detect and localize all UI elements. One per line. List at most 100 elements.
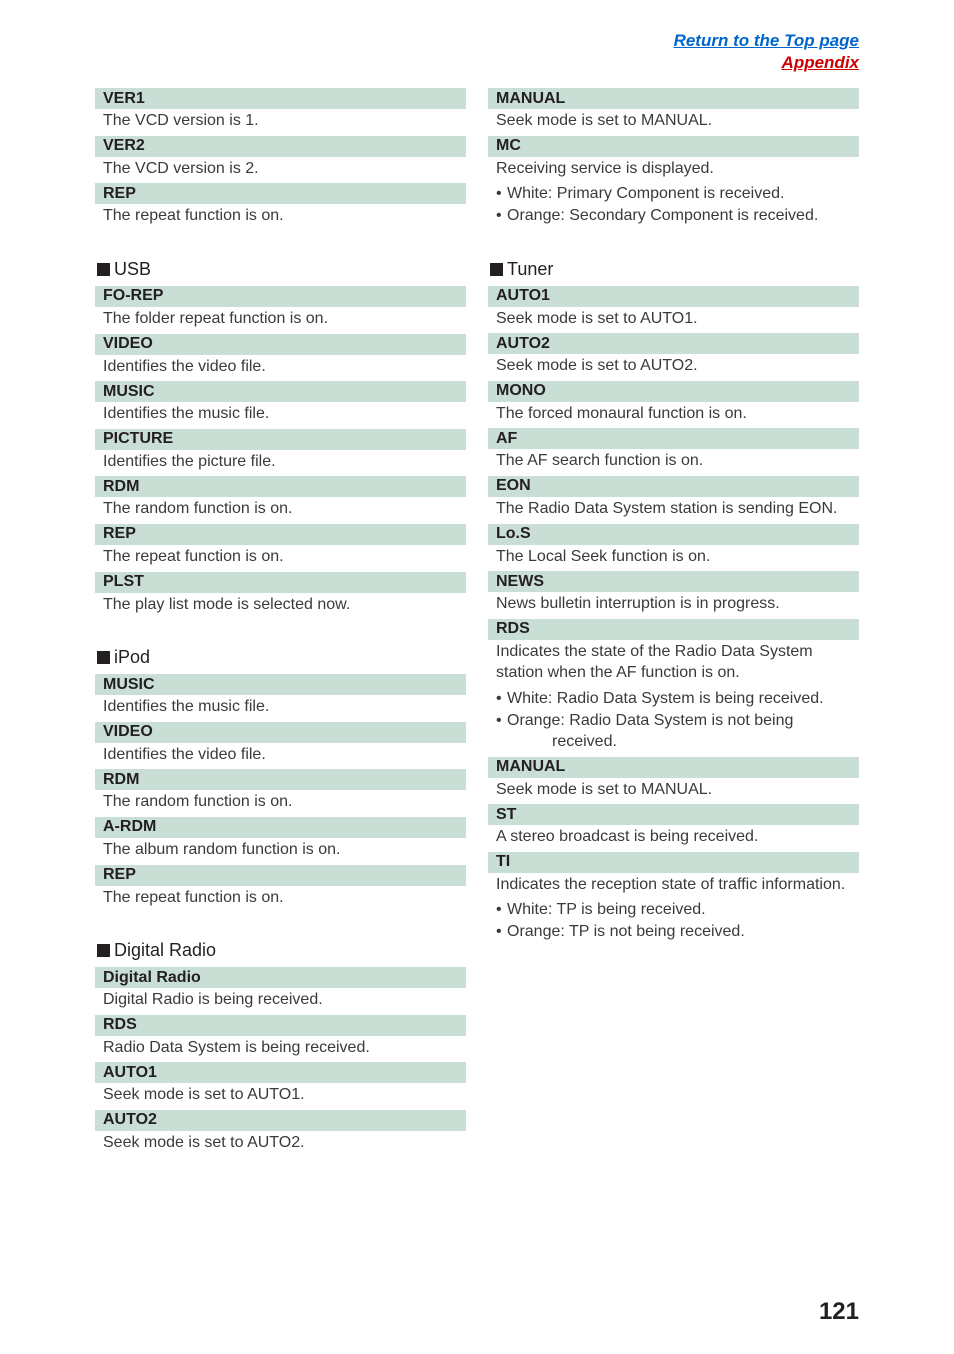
- mc-bullet-orange: Orange: Secondary Component is received.: [496, 205, 851, 227]
- right-column: MANUAL Seek mode is set to MANUAL. MC Re…: [488, 88, 859, 1157]
- term-auto1-t: AUTO1: [488, 286, 859, 307]
- desc-auto1-t: Seek mode is set to AUTO1.: [488, 307, 859, 334]
- desc-manual-t: Seek mode is set to MANUAL.: [488, 778, 859, 805]
- desc-ti: Indicates the reception state of traffic…: [488, 873, 859, 900]
- mc-bullets: White: Primary Component is received. Or…: [488, 183, 859, 230]
- desc-music-ipod: Identifies the music file.: [95, 695, 466, 722]
- desc-ver2: The VCD version is 2.: [95, 157, 466, 184]
- section-tuner: Tuner: [488, 259, 859, 280]
- mc-bullet-white: White: Primary Component is received.: [496, 183, 851, 205]
- desc-rds-dr: Radio Data System is being received.: [95, 1036, 466, 1063]
- content-columns: VER1 The VCD version is 1. VER2 The VCD …: [95, 88, 859, 1157]
- term-ti: TI: [488, 852, 859, 873]
- term-mc: MC: [488, 136, 859, 157]
- term-plst: PLST: [95, 572, 466, 593]
- square-icon: [97, 944, 110, 957]
- term-auto2-dr: AUTO2: [95, 1110, 466, 1131]
- desc-eon: The Radio Data System station is sending…: [488, 497, 859, 524]
- term-video-ipod: VIDEO: [95, 722, 466, 743]
- term-auto1-dr: AUTO1: [95, 1062, 466, 1083]
- term-forep: FO-REP: [95, 286, 466, 307]
- page-number: 121: [819, 1298, 859, 1326]
- desc-rep-usb: The repeat function is on.: [95, 545, 466, 572]
- term-mono: MONO: [488, 381, 859, 402]
- rds-bullet-orange: Orange: Radio Data System is not being: [496, 710, 851, 732]
- desc-ardm: The album random function is on.: [95, 838, 466, 865]
- square-icon: [97, 651, 110, 664]
- term-manual-dr: MANUAL: [488, 88, 859, 109]
- term-auto2-t: AUTO2: [488, 333, 859, 354]
- rds-bullets: White: Radio Data System is being receiv…: [488, 688, 859, 757]
- ti-bullets: White: TP is being received. Orange: TP …: [488, 899, 859, 946]
- term-rep-vcd: REP: [95, 183, 466, 204]
- term-manual-t: MANUAL: [488, 757, 859, 778]
- desc-mc: Receiving service is displayed.: [488, 157, 859, 184]
- section-usb: USB: [95, 259, 466, 280]
- term-ver1: VER1: [95, 88, 466, 109]
- appendix-link[interactable]: Appendix: [782, 53, 859, 72]
- desc-forep: The folder repeat function is on.: [95, 307, 466, 334]
- desc-rep-vcd: The repeat function is on.: [95, 204, 466, 231]
- term-eon: EON: [488, 476, 859, 497]
- ipod-block: MUSIC Identifies the music file. VIDEO I…: [95, 674, 466, 912]
- desc-auto2-t: Seek mode is set to AUTO2.: [488, 354, 859, 381]
- term-ver2: VER2: [95, 136, 466, 157]
- desc-auto2-dr: Seek mode is set to AUTO2.: [95, 1131, 466, 1158]
- section-usb-title: USB: [114, 259, 151, 279]
- term-music-usb: MUSIC: [95, 381, 466, 402]
- rds-bullet-indent: received.: [496, 731, 851, 753]
- digital-radio-block: Digital Radio Digital Radio is being rec…: [95, 967, 466, 1157]
- desc-ver1: The VCD version is 1.: [95, 109, 466, 136]
- header-links: Return to the Top page Appendix: [95, 30, 859, 74]
- desc-plst: The play list mode is selected now.: [95, 593, 466, 620]
- page: Return to the Top page Appendix VER1 The…: [0, 0, 954, 1157]
- desc-auto1-dr: Seek mode is set to AUTO1.: [95, 1083, 466, 1110]
- vcd-block: VER1 The VCD version is 1. VER2 The VCD …: [95, 88, 466, 231]
- section-ipod-title: iPod: [114, 647, 150, 667]
- term-dr: Digital Radio: [95, 967, 466, 988]
- term-picture: PICTURE: [95, 429, 466, 450]
- desc-dr: Digital Radio is being received.: [95, 988, 466, 1015]
- desc-rds-t: Indicates the state of the Radio Data Sy…: [488, 640, 859, 688]
- rds-bullet-white: White: Radio Data System is being receiv…: [496, 688, 851, 710]
- section-tuner-title: Tuner: [507, 259, 553, 279]
- term-rdm-ipod: RDM: [95, 769, 466, 790]
- desc-video-ipod: Identifies the video file.: [95, 743, 466, 770]
- return-top-link[interactable]: Return to the Top page: [674, 31, 859, 50]
- square-icon: [97, 263, 110, 276]
- desc-picture: Identifies the picture file.: [95, 450, 466, 477]
- term-rds-t: RDS: [488, 619, 859, 640]
- desc-rep-ipod: The repeat function is on.: [95, 886, 466, 913]
- term-rdm-usb: RDM: [95, 476, 466, 497]
- term-los: Lo.S: [488, 524, 859, 545]
- tuner-block: AUTO1 Seek mode is set to AUTO1. AUTO2 S…: [488, 286, 859, 947]
- term-rds-dr: RDS: [95, 1015, 466, 1036]
- usb-block: FO-REP The folder repeat function is on.…: [95, 286, 466, 619]
- term-ardm: A-RDM: [95, 817, 466, 838]
- term-news: NEWS: [488, 571, 859, 592]
- section-ipod: iPod: [95, 647, 466, 668]
- section-dr-title: Digital Radio: [114, 940, 216, 960]
- desc-mono: The forced monaural function is on.: [488, 402, 859, 429]
- left-column: VER1 The VCD version is 1. VER2 The VCD …: [95, 88, 466, 1157]
- term-af: AF: [488, 428, 859, 449]
- right-top-block: MANUAL Seek mode is set to MANUAL. MC Re…: [488, 88, 859, 230]
- term-video-usb: VIDEO: [95, 334, 466, 355]
- section-digital-radio: Digital Radio: [95, 940, 466, 961]
- desc-news: News bulletin interruption is in progres…: [488, 592, 859, 619]
- term-rep-ipod: REP: [95, 865, 466, 886]
- square-icon: [490, 263, 503, 276]
- desc-st: A stereo broadcast is being received.: [488, 825, 859, 852]
- term-rep-usb: REP: [95, 524, 466, 545]
- term-st: ST: [488, 804, 859, 825]
- desc-video-usb: Identifies the video file.: [95, 355, 466, 382]
- desc-rdm-ipod: The random function is on.: [95, 790, 466, 817]
- term-music-ipod: MUSIC: [95, 674, 466, 695]
- desc-rdm-usb: The random function is on.: [95, 497, 466, 524]
- desc-af: The AF search function is on.: [488, 449, 859, 476]
- ti-bullet-orange: Orange: TP is not being received.: [496, 921, 851, 943]
- desc-manual-dr: Seek mode is set to MANUAL.: [488, 109, 859, 136]
- ti-bullet-white: White: TP is being received.: [496, 899, 851, 921]
- desc-los: The Local Seek function is on.: [488, 545, 859, 572]
- desc-music-usb: Identifies the music file.: [95, 402, 466, 429]
